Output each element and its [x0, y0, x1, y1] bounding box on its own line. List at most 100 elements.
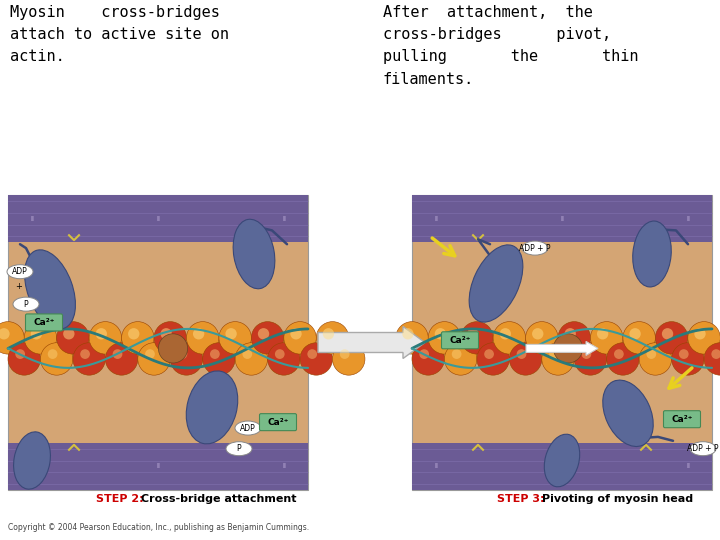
- Bar: [8, 195, 308, 242]
- Circle shape: [532, 328, 544, 340]
- Circle shape: [711, 349, 720, 359]
- Circle shape: [597, 328, 608, 340]
- Text: Ca²⁺: Ca²⁺: [33, 318, 55, 327]
- Circle shape: [300, 343, 333, 375]
- Circle shape: [647, 349, 656, 359]
- Circle shape: [57, 322, 89, 354]
- FancyBboxPatch shape: [259, 414, 297, 431]
- Circle shape: [0, 322, 24, 354]
- FancyBboxPatch shape: [25, 314, 63, 331]
- FancyArrow shape: [318, 327, 425, 359]
- Text: P: P: [237, 444, 241, 453]
- Text: II: II: [686, 215, 690, 221]
- Ellipse shape: [690, 442, 716, 456]
- Text: II: II: [560, 215, 564, 221]
- Ellipse shape: [469, 245, 523, 322]
- Circle shape: [63, 328, 75, 340]
- Circle shape: [128, 328, 140, 340]
- Circle shape: [444, 343, 477, 375]
- Circle shape: [145, 349, 155, 359]
- Text: ADP + P: ADP + P: [688, 444, 719, 453]
- Circle shape: [24, 322, 57, 354]
- Circle shape: [340, 349, 349, 359]
- Circle shape: [623, 322, 655, 354]
- Circle shape: [8, 343, 40, 375]
- Circle shape: [704, 343, 720, 375]
- Circle shape: [509, 343, 542, 375]
- Ellipse shape: [550, 444, 571, 476]
- Text: ADP: ADP: [12, 267, 28, 276]
- Text: Ca²⁺: Ca²⁺: [449, 336, 471, 345]
- Circle shape: [564, 328, 576, 340]
- Text: +: +: [15, 282, 22, 291]
- Text: STEP 2:: STEP 2:: [96, 494, 148, 504]
- Circle shape: [210, 349, 220, 359]
- Bar: [412, 443, 712, 490]
- Circle shape: [402, 328, 413, 340]
- Ellipse shape: [240, 233, 264, 275]
- Circle shape: [629, 328, 641, 340]
- Bar: [8, 195, 308, 490]
- Ellipse shape: [611, 394, 641, 434]
- Ellipse shape: [522, 241, 548, 255]
- Text: II: II: [30, 463, 34, 469]
- FancyArrow shape: [526, 341, 598, 355]
- Circle shape: [639, 343, 672, 375]
- Circle shape: [607, 343, 639, 375]
- Text: ADP: ADP: [240, 423, 256, 433]
- Text: II: II: [156, 215, 160, 221]
- Circle shape: [243, 349, 252, 359]
- Circle shape: [614, 349, 624, 359]
- Circle shape: [73, 343, 105, 375]
- Circle shape: [161, 328, 172, 340]
- Text: Myosin    cross-bridges
attach to active site on
actin.: Myosin cross-bridges attach to active si…: [10, 5, 229, 64]
- Circle shape: [40, 343, 73, 375]
- Circle shape: [268, 343, 300, 375]
- Text: Cross-bridge attachment: Cross-bridge attachment: [141, 494, 297, 504]
- Text: II: II: [282, 463, 286, 469]
- Ellipse shape: [186, 371, 238, 444]
- Circle shape: [655, 322, 688, 354]
- Circle shape: [122, 322, 154, 354]
- Circle shape: [89, 322, 122, 354]
- Ellipse shape: [235, 421, 261, 435]
- Circle shape: [15, 349, 25, 359]
- Circle shape: [258, 328, 269, 340]
- Circle shape: [235, 343, 268, 375]
- Circle shape: [500, 328, 511, 340]
- Circle shape: [485, 349, 494, 359]
- Ellipse shape: [14, 432, 50, 489]
- Circle shape: [112, 349, 122, 359]
- Circle shape: [517, 349, 526, 359]
- Circle shape: [467, 328, 479, 340]
- Text: STEP 3:: STEP 3:: [497, 494, 549, 504]
- Circle shape: [582, 349, 591, 359]
- Ellipse shape: [13, 297, 39, 311]
- Circle shape: [558, 322, 590, 354]
- Circle shape: [284, 322, 316, 354]
- Circle shape: [154, 322, 186, 354]
- Bar: [412, 195, 712, 490]
- FancyBboxPatch shape: [664, 411, 701, 428]
- Circle shape: [203, 343, 235, 375]
- Ellipse shape: [633, 221, 671, 287]
- Text: II: II: [434, 215, 438, 221]
- Ellipse shape: [226, 442, 252, 456]
- Circle shape: [575, 343, 607, 375]
- Text: Ca²⁺: Ca²⁺: [671, 415, 693, 424]
- Circle shape: [541, 343, 575, 375]
- Ellipse shape: [24, 250, 76, 329]
- Text: II: II: [434, 463, 438, 469]
- Ellipse shape: [194, 385, 225, 429]
- Circle shape: [526, 322, 558, 354]
- Circle shape: [323, 328, 334, 340]
- Text: II: II: [30, 215, 34, 221]
- Ellipse shape: [603, 380, 653, 447]
- Ellipse shape: [544, 434, 580, 487]
- Circle shape: [170, 343, 203, 375]
- Ellipse shape: [7, 265, 33, 279]
- Circle shape: [396, 322, 428, 354]
- Text: II: II: [156, 463, 160, 469]
- Circle shape: [105, 343, 138, 375]
- Circle shape: [80, 349, 90, 359]
